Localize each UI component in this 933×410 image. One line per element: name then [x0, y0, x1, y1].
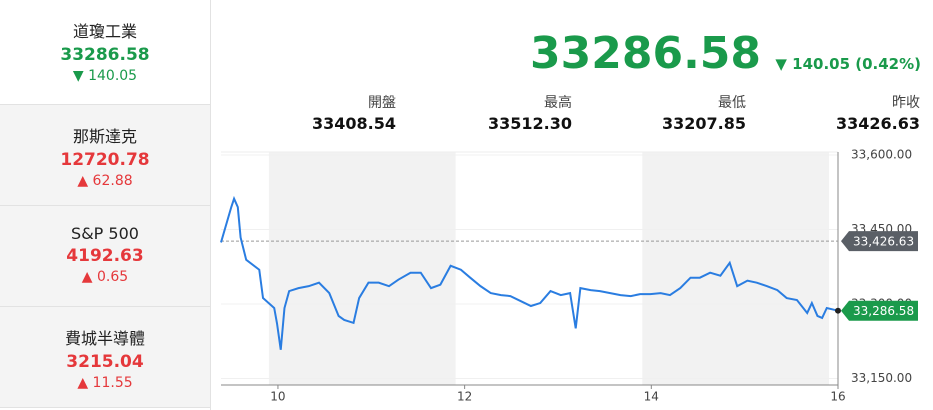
stat: 開盤 33408.54 — [236, 92, 396, 133]
index-name: S&P 500 — [71, 224, 139, 243]
band — [642, 152, 829, 385]
marker-badge — [841, 231, 918, 252]
stat-value: 33408.54 — [311, 114, 396, 133]
index-change: ▲ 0.65 — [81, 269, 129, 285]
index-card[interactable]: 費城半導體 3215.04 ▲ 11.55 — [0, 307, 210, 408]
index-card[interactable]: S&P 500 4192.63 ▲ 0.65 — [0, 206, 210, 307]
stat-label: 昨收 — [892, 95, 920, 111]
marker-label: 33,286.58 — [853, 304, 914, 318]
y-tick-label: 33,150.00 — [851, 371, 912, 385]
index-card[interactable]: 那斯達克 12720.78 ▲ 62.88 — [0, 105, 210, 206]
price: 33286.58 — [530, 28, 762, 79]
x-tick-label: 12 — [457, 390, 472, 404]
band — [268, 152, 456, 385]
index-change: ▲ 11.55 — [77, 375, 133, 391]
stat: 最低 33207.85 — [586, 92, 746, 133]
index-name: 費城半導體 — [64, 329, 145, 348]
stat: 最高 33512.30 — [412, 92, 572, 133]
marker-label: 33,426.63 — [853, 235, 914, 249]
index-name: 道瓊工業 — [72, 22, 137, 41]
sidebar: 道瓊工業 33286.58 ▼ 140.05 那斯達克 12720.78 ▲ 62.88 S… — [0, 0, 211, 410]
last-point — [835, 307, 841, 314]
index-change: ▼ 140.05 — [72, 68, 138, 84]
marker-badge — [841, 300, 918, 321]
x-tick-label: 14 — [644, 390, 659, 404]
index-price: 3215.04 — [66, 352, 144, 372]
index-price: 12720.78 — [60, 150, 150, 170]
index-price: 33286.58 — [60, 45, 150, 65]
index-change: ▲ 62.88 — [77, 173, 133, 189]
stat: 昨收 33426.63 — [760, 92, 920, 133]
x-tick-label: 10 — [270, 390, 285, 404]
stat-label: 最低 — [718, 95, 746, 111]
stat-label: 開盤 — [368, 95, 396, 111]
index-price: 4192.63 — [66, 246, 144, 266]
x-tick-label: 16 — [830, 390, 845, 404]
y-tick-label: 33,600.00 — [851, 147, 912, 161]
stat-label: 最高 — [544, 95, 572, 111]
stat-value: 33426.63 — [835, 114, 920, 133]
stat-value: 33512.30 — [487, 114, 572, 133]
price-line — [220, 195, 839, 350]
index-card[interactable]: 道瓊工業 33286.58 ▼ 140.05 — [0, 0, 210, 105]
stat-value: 33207.85 — [661, 114, 746, 133]
index-name: 那斯達克 — [72, 127, 137, 146]
change: ▼ 140.05 (0.42%) — [775, 55, 921, 73]
